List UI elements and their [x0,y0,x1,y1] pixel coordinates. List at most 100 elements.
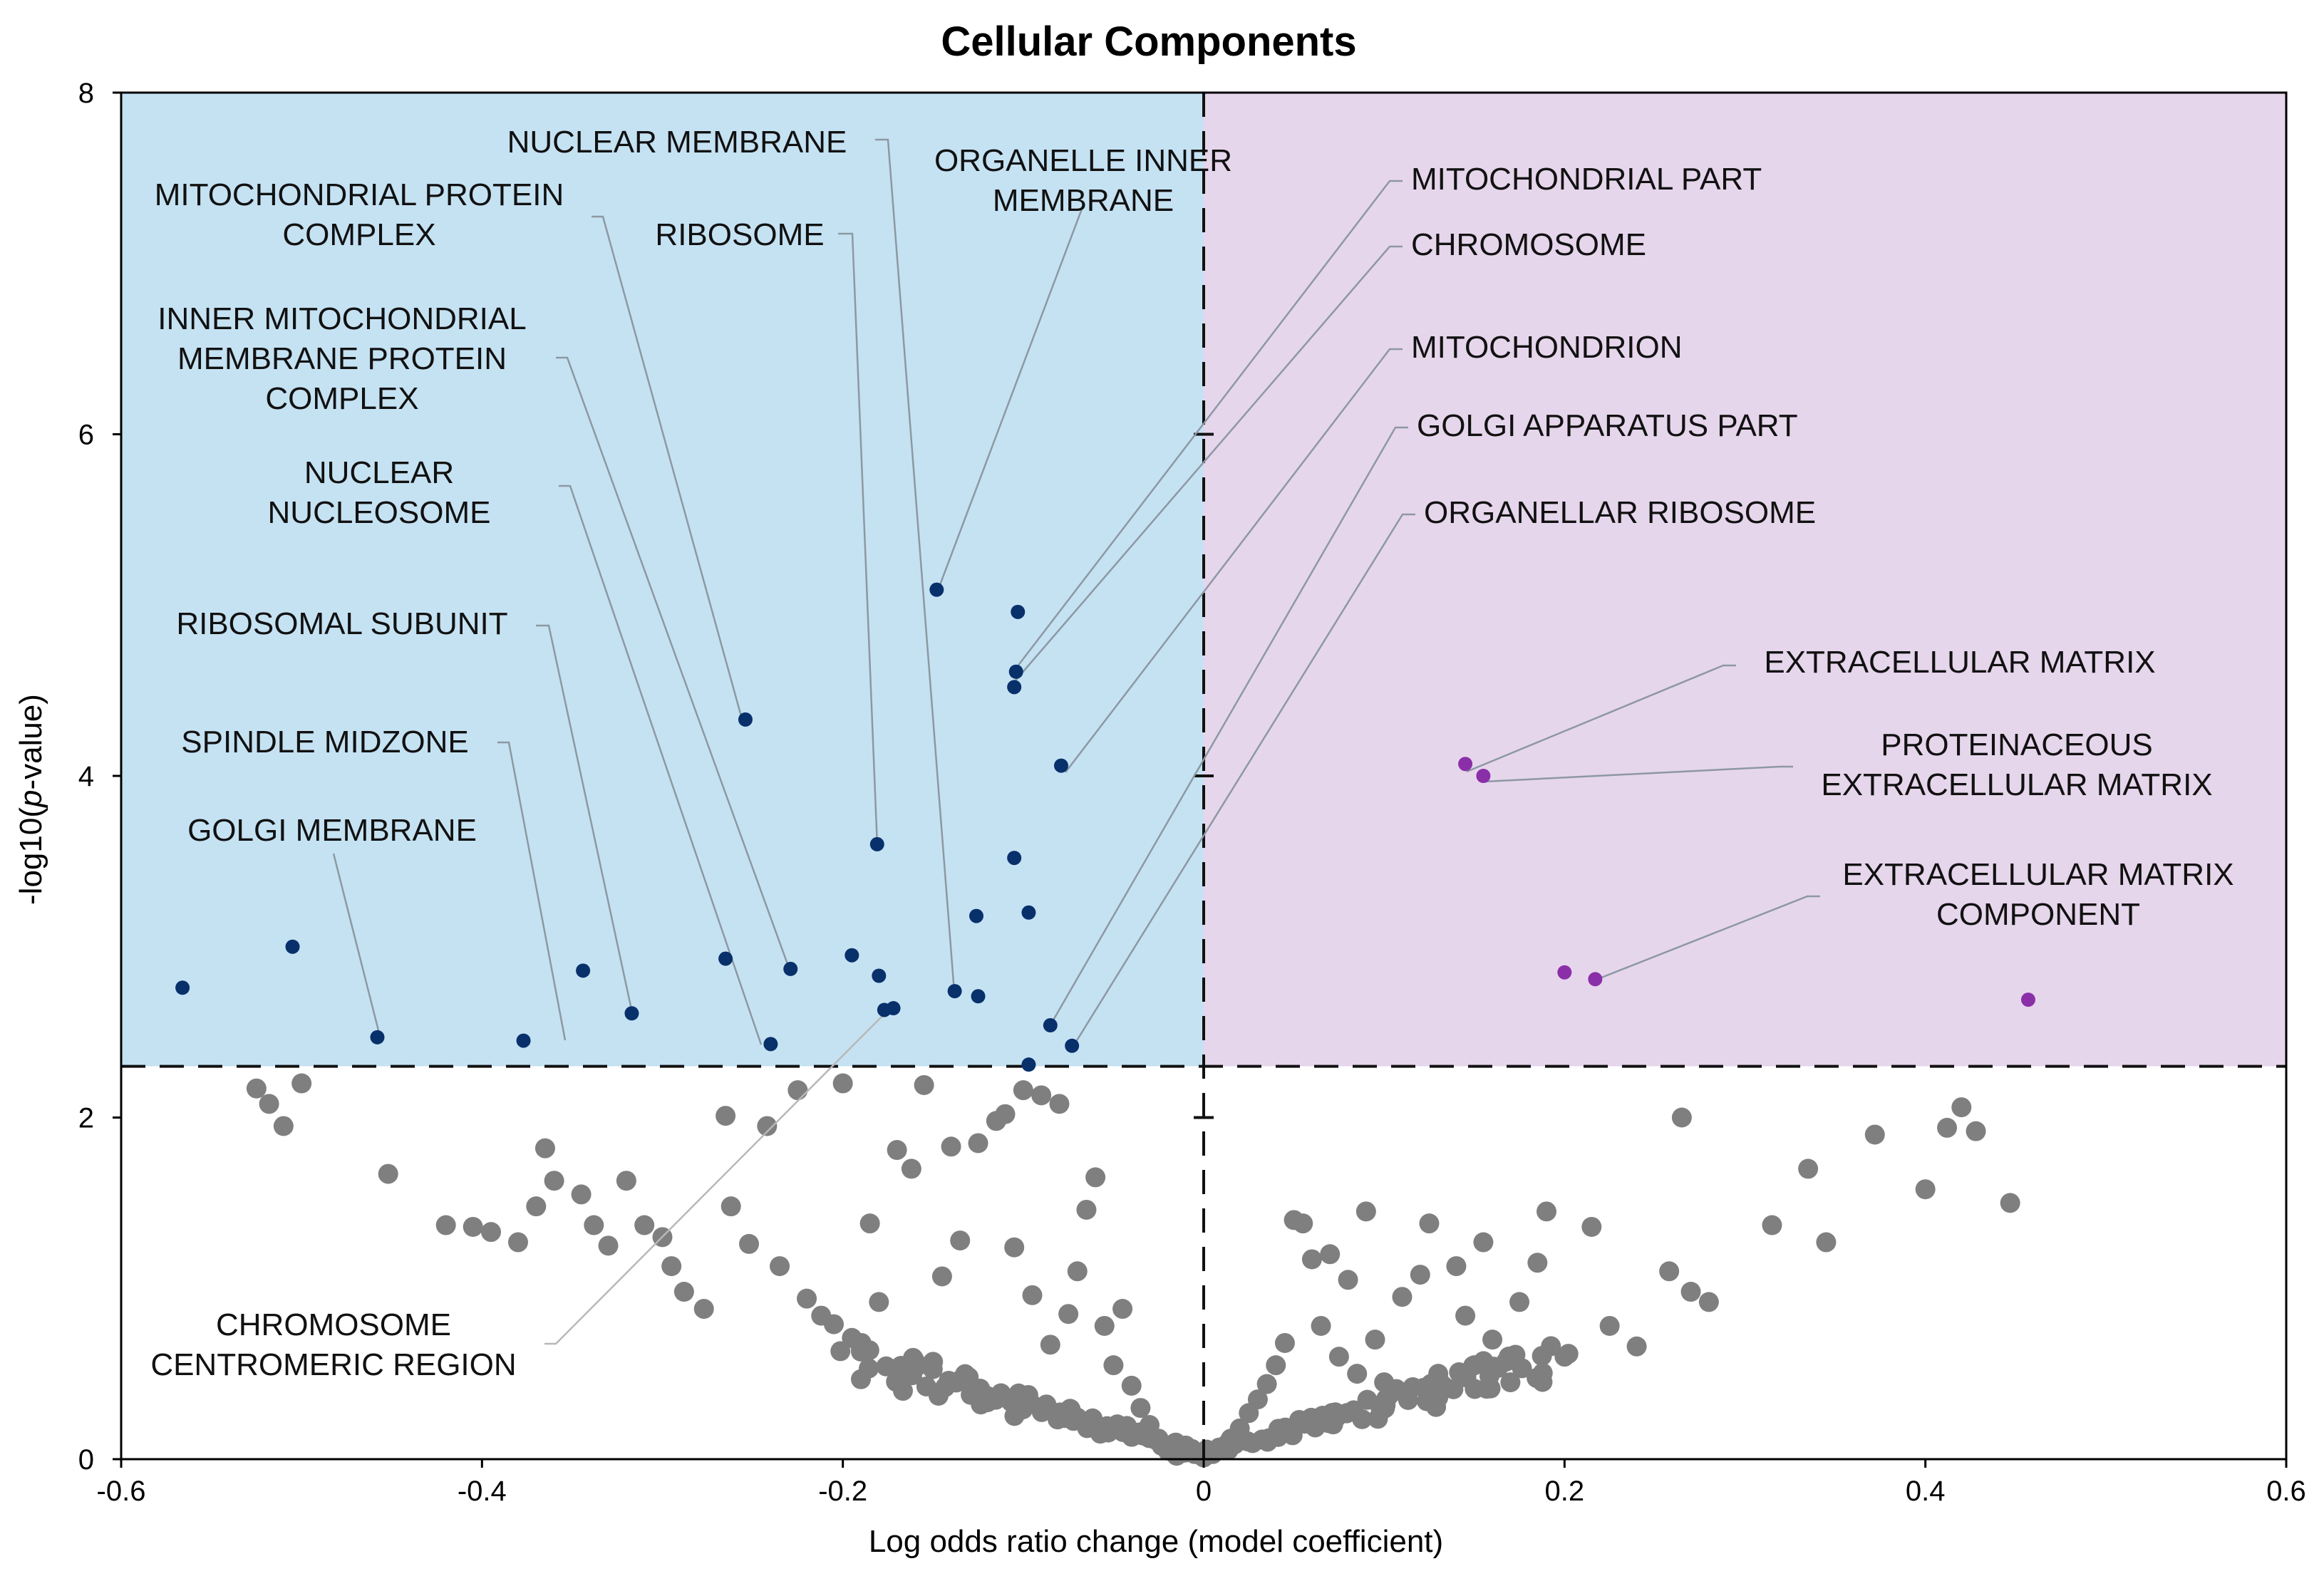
annotation-leader-line [1071,513,1415,1048]
annotation-leader-line [592,215,745,725]
annotation-label: MITOCHONDRIAL PART [1411,162,1762,197]
background-point [1293,1213,1313,1234]
background-point [1018,1384,1038,1405]
significant-point-depleted [1007,851,1022,866]
background-point [1083,1408,1103,1429]
background-point [830,1341,851,1362]
annotation-leader-line [875,138,956,992]
background-point [1013,1080,1033,1101]
annotation-leader-line [556,356,792,973]
significant-points [175,582,2035,1072]
y-tick-label: 8 [78,78,94,109]
background-point [507,1232,528,1253]
annotation-label: MITOCHONDRIAL PROTEIN COMPLEX [155,177,564,252]
annotation-label-line: MITOCHONDRIAL PROTEIN [155,177,564,212]
background-point [797,1288,817,1309]
background-point [1500,1372,1521,1393]
significant-point-depleted [738,712,753,727]
x-tick-label: 0.4 [1906,1476,1946,1507]
background-point [1152,1436,1172,1456]
significant-point-depleted [1021,1057,1036,1072]
background-points [246,1073,2020,1468]
annotation-label: NUCLEAR NUCLEOSOME [268,455,491,530]
significant-point-depleted [370,1030,385,1045]
background-point [1410,1265,1430,1285]
background-point [480,1222,501,1243]
y-tick-label: 0 [78,1444,94,1476]
background-point [1403,1377,1423,1397]
significant-point-depleted [971,989,986,1004]
significant-point-depleted [718,951,733,966]
background-point [716,1106,736,1126]
background-point [1449,1362,1470,1383]
background-point [1671,1107,1692,1128]
significance-regions [121,93,2286,1067]
background-point [1365,1330,1385,1350]
background-point [1085,1167,1106,1188]
annotation-label: ORGANELLAR RIBOSOME [1424,495,1816,530]
background-point [661,1256,682,1277]
background-point [1094,1315,1115,1336]
annotation-leader-line [1466,664,1736,773]
annotation-leader-line [1065,348,1403,773]
x-tick-label: 0.2 [1545,1476,1585,1507]
background-point [922,1359,943,1379]
background-point [1532,1363,1553,1384]
background-point [259,1094,279,1114]
background-point [941,1136,961,1157]
annotation-label: CHROMOSOME CENTROMERIC REGION [150,1307,516,1382]
background-point [1121,1375,1142,1396]
background-point [673,1282,694,1302]
annotation-leader-line [544,1007,892,1345]
annotation-label: GOLGI MEMBRANE [187,813,477,848]
annotation-label: INNER MITOCHONDRIAL MEMBRANE PROTEIN COMPL… [157,301,526,416]
background-point [534,1138,555,1159]
background-point [1558,1344,1579,1364]
background-point [1067,1261,1088,1282]
significant-point-depleted [969,908,984,923]
significant-point-enriched [1588,972,1603,987]
annotation-label-line: SPINDLE MIDZONE [181,725,468,760]
annotation-label-line: EXTRACELLULAR MATRIX [1764,645,2155,680]
annotation-label: SPINDLE MIDZONE [181,725,468,760]
y-axis-title-p: p [14,790,48,809]
background-point [1473,1232,1494,1253]
annotation-label: MITOCHONDRION [1411,330,1683,365]
annotation-label-line: ORGANELLAR RIBOSOME [1424,495,1816,530]
x-tick-label: -0.6 [97,1476,146,1507]
significant-point-depleted [947,984,962,999]
significant-point-depleted [576,963,591,978]
significant-point-depleted [869,836,884,851]
background-point [584,1215,604,1235]
background-point [1659,1261,1680,1282]
annotation-leader-line [559,484,763,1045]
background-point [1103,1355,1124,1376]
significant-point-enriched [1458,757,1473,772]
background-point [1022,1285,1043,1305]
annotation-labels: NUCLEAR MEMBRANE ORGANELLE INNER MEMBRANE M… [150,125,2233,1382]
background-point [869,1292,889,1312]
background-point [1434,1376,1455,1396]
background-point [892,1381,913,1401]
annotation-label-line: CHROMOSOME [216,1307,451,1342]
background-point [291,1073,312,1094]
background-point [1385,1381,1405,1401]
background-point [1581,1216,1602,1237]
annotation-label: RIBOSOME [655,217,824,252]
background-point [273,1116,294,1136]
background-point [970,1379,991,1399]
annotation-label-line: NUCLEOSOME [268,495,491,530]
background-point [1419,1213,1440,1234]
background-point [1266,1355,1286,1376]
annotation-label: EXTRACELLULAR MATRIX [1764,645,2155,680]
background-point [787,1080,808,1101]
background-point [859,1358,879,1379]
annotation-label-line: MEMBRANE [993,183,1174,218]
annotation-label-line: GOLGI MEMBRANE [187,813,477,848]
annotation-label-line: CHROMOSOME [1411,227,1646,262]
significant-point-depleted [175,980,190,995]
y-axis-title: -log10(p-value) [14,694,48,905]
x-tick-label: -0.4 [458,1476,507,1507]
background-point [770,1256,790,1277]
